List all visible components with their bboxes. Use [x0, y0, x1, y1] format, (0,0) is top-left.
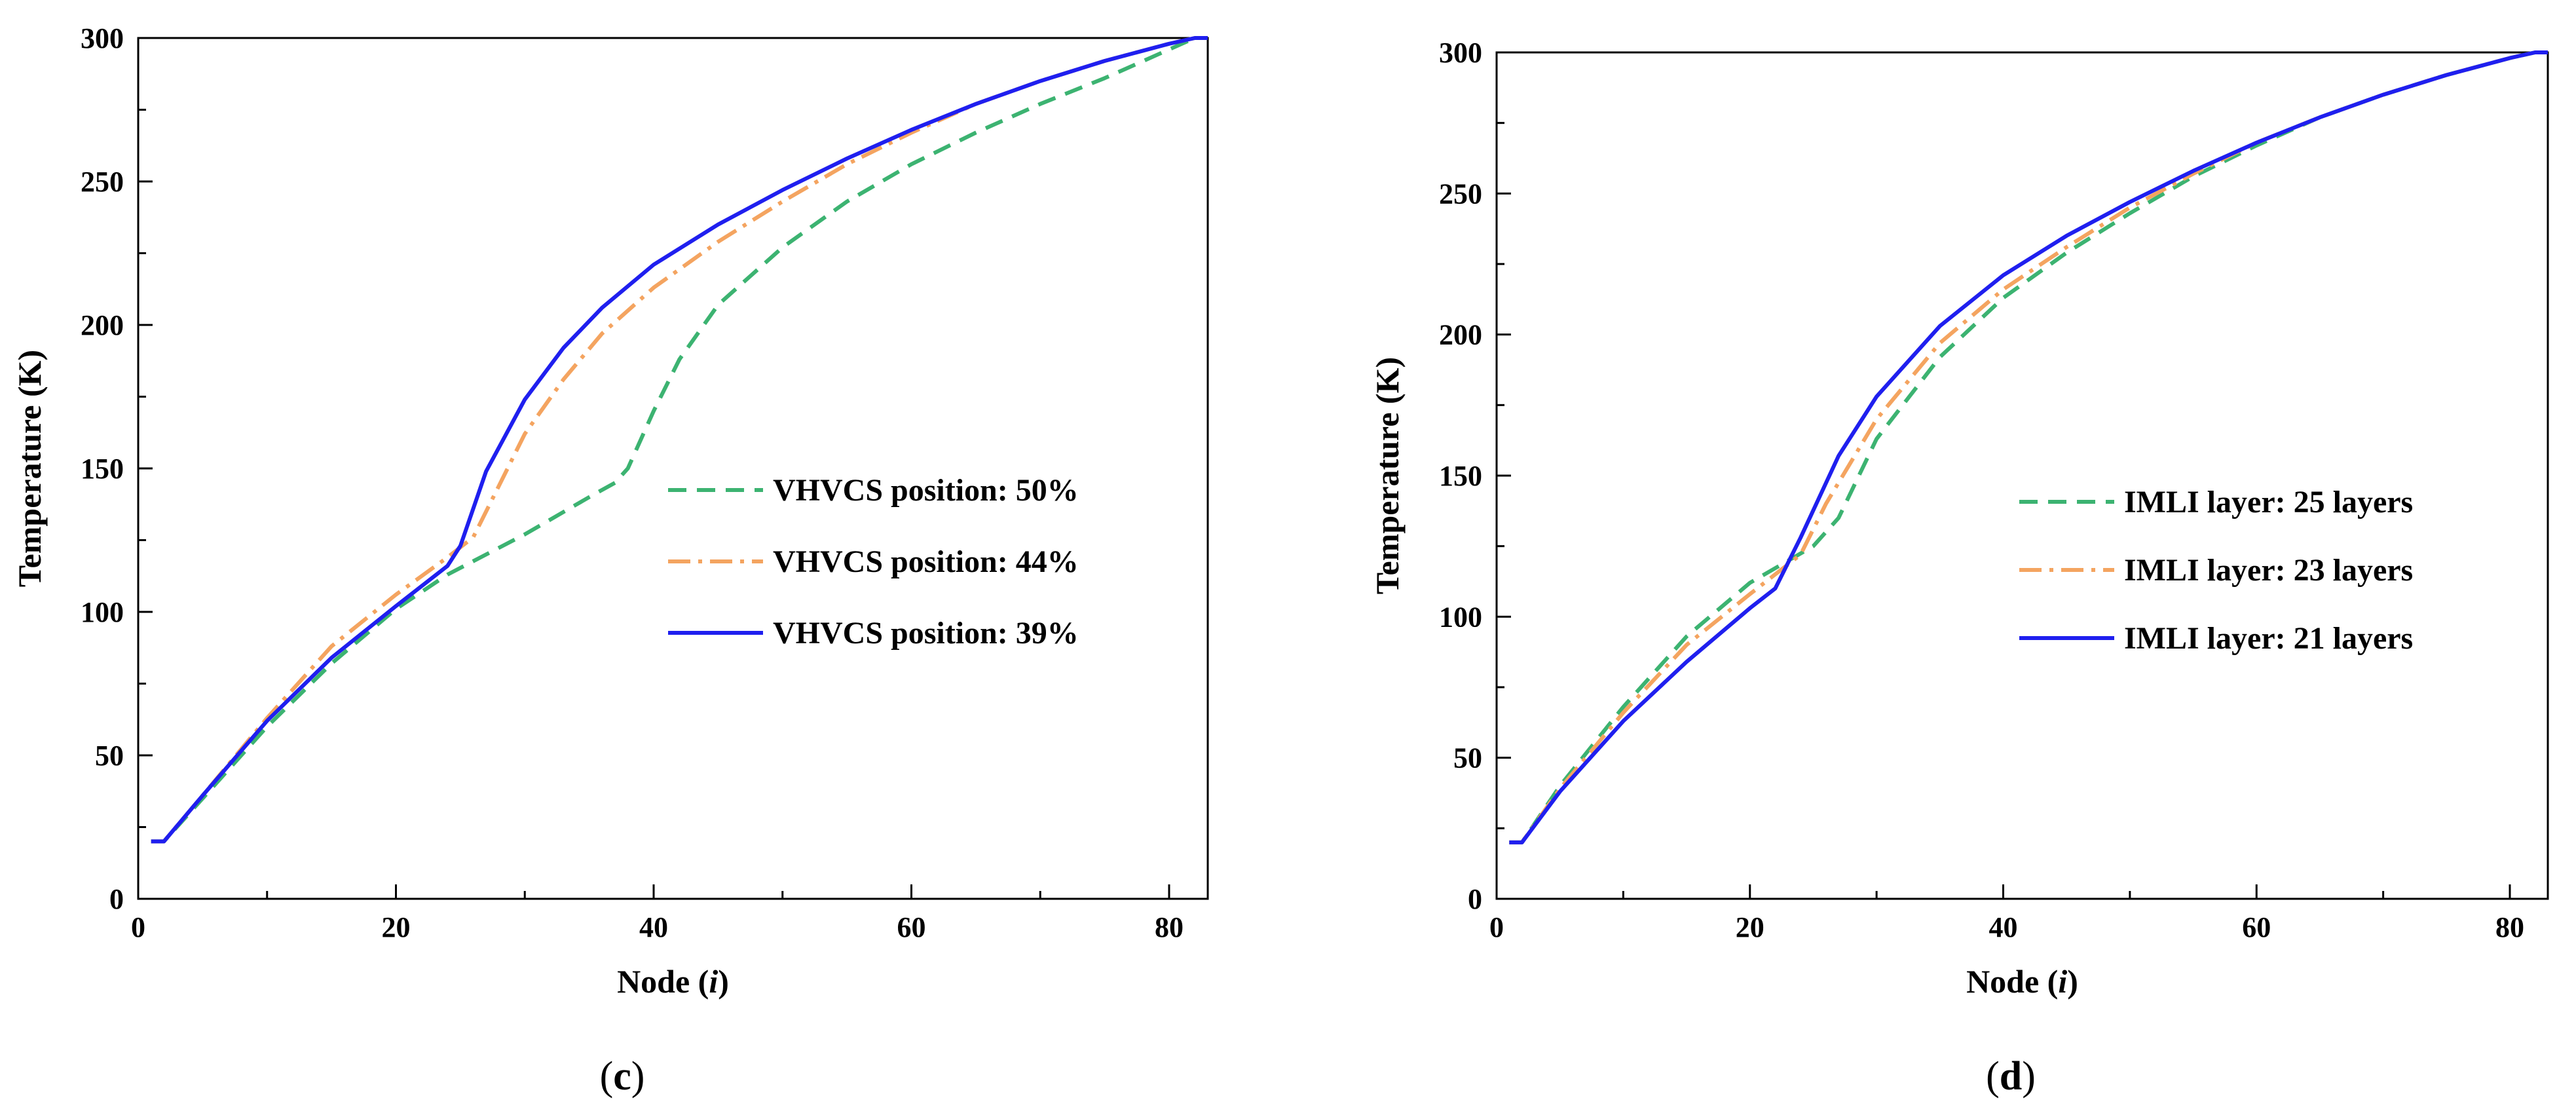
y-tick-label: 0 [109, 883, 124, 915]
y-tick-label: 0 [1468, 883, 1482, 915]
panel-label: (d) [1986, 1054, 2036, 1099]
x-tick-label: 80 [2495, 911, 2524, 943]
x-tick-label: 80 [1155, 911, 1184, 943]
x-axis-label-prefix: Node ( [617, 963, 709, 1000]
legend-label-3: VHVCS position: 39% [773, 616, 1079, 651]
series-line-3 [151, 36, 1208, 844]
x-tick-label: 60 [897, 911, 925, 943]
y-tick-label: 250 [81, 166, 124, 198]
legend-label-1: IMLI layer: 25 layers [2124, 485, 2413, 520]
legend-label-2: VHVCS position: 44% [773, 544, 1079, 579]
x-axis-label-suffix: ) [718, 963, 729, 1000]
x-axis-label: Node (i) [1966, 963, 2078, 1000]
legend-label-3: IMLI layer: 21 layers [2124, 621, 2413, 656]
x-tick-label: 0 [1489, 911, 1504, 943]
y-tick-label: 200 [1439, 319, 1482, 351]
series-line-1 [151, 36, 1208, 844]
legend: IMLI layer: 25 layers IMLI layer: 23 laye… [2019, 485, 2413, 656]
y-tick-label: 50 [1453, 742, 1482, 774]
legend: VHVCS position: 50% VHVCS position: 44% VH… [668, 473, 1079, 651]
y-tick-label: 150 [81, 453, 124, 485]
x-axis-label-variable: i [2058, 963, 2067, 1000]
x-tick-label: 40 [1988, 911, 2017, 943]
y-tick-label: 50 [95, 740, 124, 772]
x-axis-label-prefix: Node ( [1966, 963, 2058, 1000]
legend-label-2: IMLI layer: 23 layers [2124, 553, 2413, 588]
y-tick-label: 100 [1439, 601, 1482, 633]
x-tick-label: 0 [131, 911, 145, 943]
legend-label-1: VHVCS position: 50% [773, 473, 1079, 508]
y-tick-label: 150 [1439, 460, 1482, 492]
chart-panel-c: 0 50 100 150 200 250 300 0 20 40 60 80 Temperature (… [11, 22, 1209, 1099]
panel-label-letter: c [613, 1054, 631, 1099]
chart-panel-d: 0 50 100 150 200 250 300 0 20 40 60 80 Temperature (… [1369, 37, 2549, 1099]
x-tick-label: 60 [2242, 911, 2271, 943]
panel-label: (c) [600, 1054, 645, 1099]
x-tick-label: 20 [1736, 911, 1764, 943]
series-line-1 [1509, 50, 2548, 844]
series-line-2 [1509, 50, 2548, 844]
plot-frame [137, 37, 1209, 900]
panel-label-letter: d [2000, 1054, 2022, 1099]
y-tick-label: 100 [81, 596, 124, 628]
plot-frame [1495, 51, 2549, 900]
x-axis-label-suffix: ) [2067, 963, 2078, 1000]
x-axis-label: Node (i) [617, 963, 729, 1000]
y-axis-label: Temperature (K) [11, 350, 48, 587]
panel-label-open-paren: ( [1986, 1054, 2000, 1099]
panel-label-open-paren: ( [600, 1054, 614, 1099]
x-tick-label: 20 [381, 911, 410, 943]
panel-label-close-paren: ) [631, 1054, 645, 1099]
y-tick-label: 250 [1439, 178, 1482, 210]
y-axis-label: Temperature (K) [1369, 357, 1406, 594]
y-tick-label: 300 [1439, 37, 1482, 69]
y-tick-label: 200 [81, 309, 124, 341]
x-tick-label: 40 [639, 911, 668, 943]
x-axis-label-variable: i [709, 963, 718, 1000]
panel-label-close-paren: ) [2022, 1054, 2036, 1099]
series-line-2 [151, 36, 1208, 844]
y-tick-label: 300 [81, 22, 124, 54]
series-line-3 [1509, 50, 2548, 844]
